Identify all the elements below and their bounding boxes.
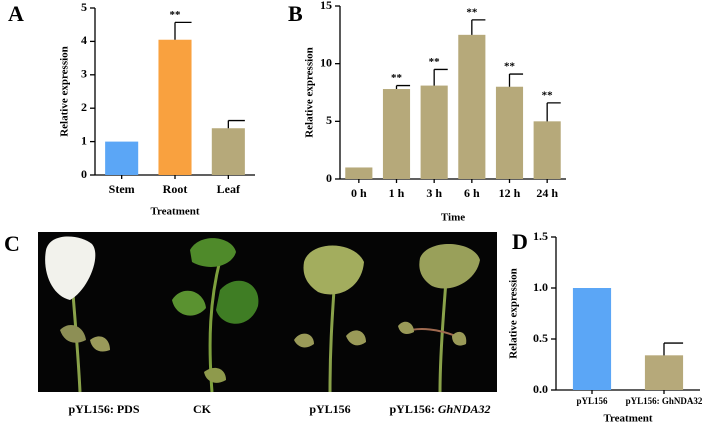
bar [644, 355, 684, 390]
error-bar [508, 73, 524, 87]
panel-label: A [8, 1, 24, 26]
error-bar [227, 119, 245, 129]
x-tick-label: 1 h [389, 186, 405, 200]
bar [533, 121, 561, 179]
error-bar [433, 68, 448, 86]
x-tick-label: pYL156: GhNDA32 [626, 396, 703, 406]
significance: ** [466, 6, 478, 18]
error-bar [174, 21, 192, 40]
y-tick-label: 0 [81, 167, 87, 181]
y-tick-label: 5 [81, 0, 87, 14]
y-tick-label: 5 [326, 113, 332, 127]
bar [211, 128, 245, 175]
x-tick-label: Root [163, 182, 188, 196]
x-tick-label: 3 h [426, 186, 442, 200]
x-tick-label: 12 h [499, 186, 521, 200]
error-bar [663, 342, 684, 356]
photo-label: CK [193, 402, 212, 416]
bar [382, 89, 411, 179]
significance: ** [542, 89, 554, 101]
y-tick-label: 0.0 [533, 382, 548, 396]
y-axis-label: Relative expression [508, 268, 520, 359]
y-tick-label: 3 [81, 67, 87, 81]
panel-label: C [4, 231, 20, 256]
significance: ** [504, 61, 516, 73]
x-tick-label: pYL156 [576, 396, 608, 406]
photo-label: pYL156 [309, 402, 350, 416]
bar [458, 34, 486, 180]
photo-label-italic: GhNDA32 [438, 402, 491, 416]
y-tick-label: 4 [81, 33, 87, 47]
bar [105, 141, 139, 175]
significance: ** [170, 9, 182, 21]
y-tick-label: 1.5 [533, 229, 548, 243]
y-tick-label: 1 [81, 133, 87, 147]
x-tick-label: Leaf [217, 182, 241, 196]
y-tick-label: 15 [320, 0, 332, 12]
significance: ** [429, 56, 441, 68]
x-axis-label: Treatment [603, 413, 652, 425]
y-axis-label: Relative expression [59, 46, 71, 137]
y-tick-label: 0 [326, 171, 332, 185]
bar [158, 39, 192, 176]
bar [572, 288, 612, 390]
x-tick-label: 6 h [464, 186, 480, 200]
photo-label-text: pYL156: [389, 402, 437, 416]
y-tick-label: 2 [81, 100, 87, 114]
significance: ** [391, 72, 403, 84]
photo-label: pYL156: PDS [68, 402, 139, 416]
bar [495, 86, 524, 179]
photo-label: pYL156: GhNDA32 [389, 402, 490, 416]
panel-label: D [512, 229, 528, 254]
error-bar [546, 102, 561, 122]
plant-photo [38, 232, 497, 393]
error-bar [395, 84, 411, 90]
x-axis-label: Time [441, 212, 465, 224]
y-tick-label: 0.5 [533, 331, 548, 345]
x-axis-label: Treatment [150, 206, 199, 218]
bar [345, 167, 373, 179]
x-tick-label: Stem [109, 182, 135, 196]
y-axis-label: Relative expression [304, 47, 316, 138]
y-tick-label: 1.0 [533, 280, 548, 294]
error-bar [471, 19, 486, 35]
panel-label: B [288, 1, 303, 26]
bar [420, 85, 448, 179]
x-tick-label: 24 h [536, 186, 558, 200]
x-tick-label: 0 h [351, 186, 367, 200]
y-tick-label: 10 [320, 55, 332, 69]
